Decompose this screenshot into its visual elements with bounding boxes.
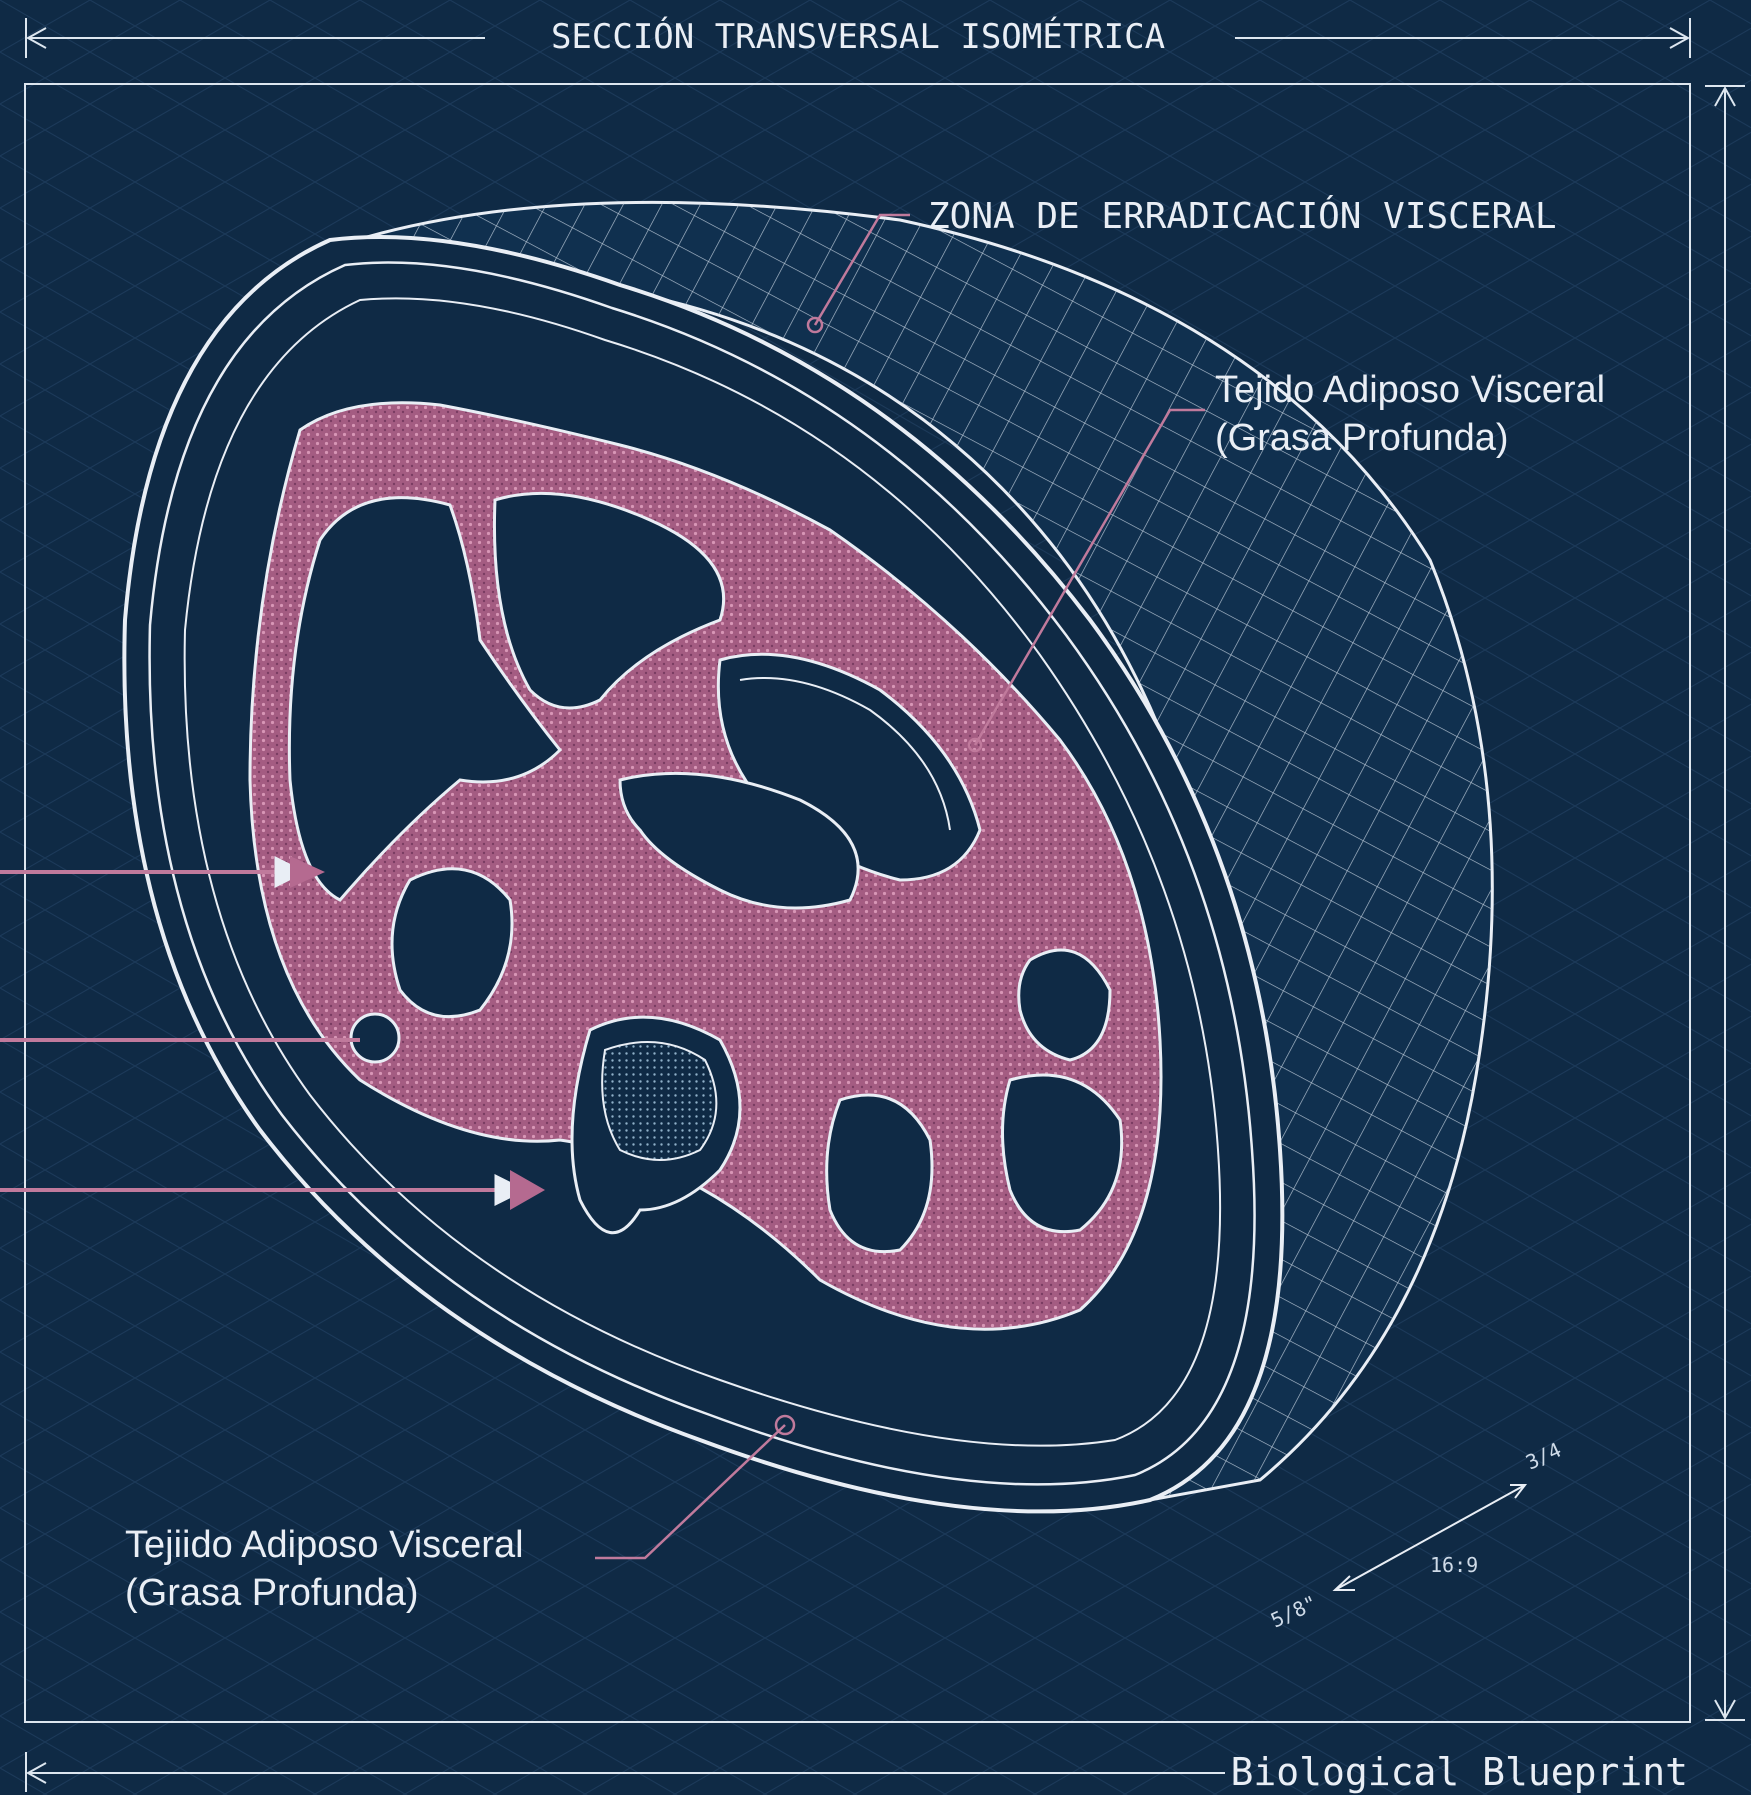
stomach (492, 491, 726, 710)
top-dimension-line (25, 18, 1691, 58)
slab-side-wall (339, 200, 1494, 1503)
scale-ratio: 16:9 (1430, 1553, 1478, 1577)
vertebra-detail (601, 1041, 718, 1161)
header-title: SECCIÓN TRANSVERSAL ISOMÉTRICA (551, 16, 1165, 57)
zone-label: ZONA DE ERRADICACIÓN VISCERAL (928, 195, 1557, 237)
visceral-right-line2: (Grasa Profunda) (1215, 417, 1509, 459)
visceral-right-leader (967, 408, 1205, 753)
inner-colon (739, 677, 951, 831)
organs (287, 491, 1124, 1254)
visceral-right-line1: Tejido Adiposo Visceral (1215, 369, 1605, 411)
liver (287, 496, 563, 902)
scale-bar (1332, 1484, 1528, 1591)
kidney-right (825, 1093, 934, 1254)
intestine-loop (618, 771, 860, 910)
pointer-arrows (0, 856, 527, 1206)
right-dimension-line (1705, 85, 1745, 1721)
zone-leader (806, 213, 910, 334)
visceral-left-line2: (Grasa Profunda) (125, 1572, 419, 1614)
visceral-left-line1: Tejiido Adiposo Visceral (125, 1524, 524, 1566)
arrow-lower-head (510, 1170, 545, 1210)
bottom-dimension-line (25, 1752, 1225, 1792)
arrow-upper-head (290, 856, 325, 888)
bowel-right-upper (1017, 948, 1112, 1062)
visceral-left-leader (595, 1414, 796, 1560)
footer-title: Biological Blueprint (1230, 1750, 1688, 1794)
bowel-right (1001, 1073, 1124, 1234)
frame-border (24, 83, 1691, 1723)
kidney-left (390, 867, 514, 1019)
